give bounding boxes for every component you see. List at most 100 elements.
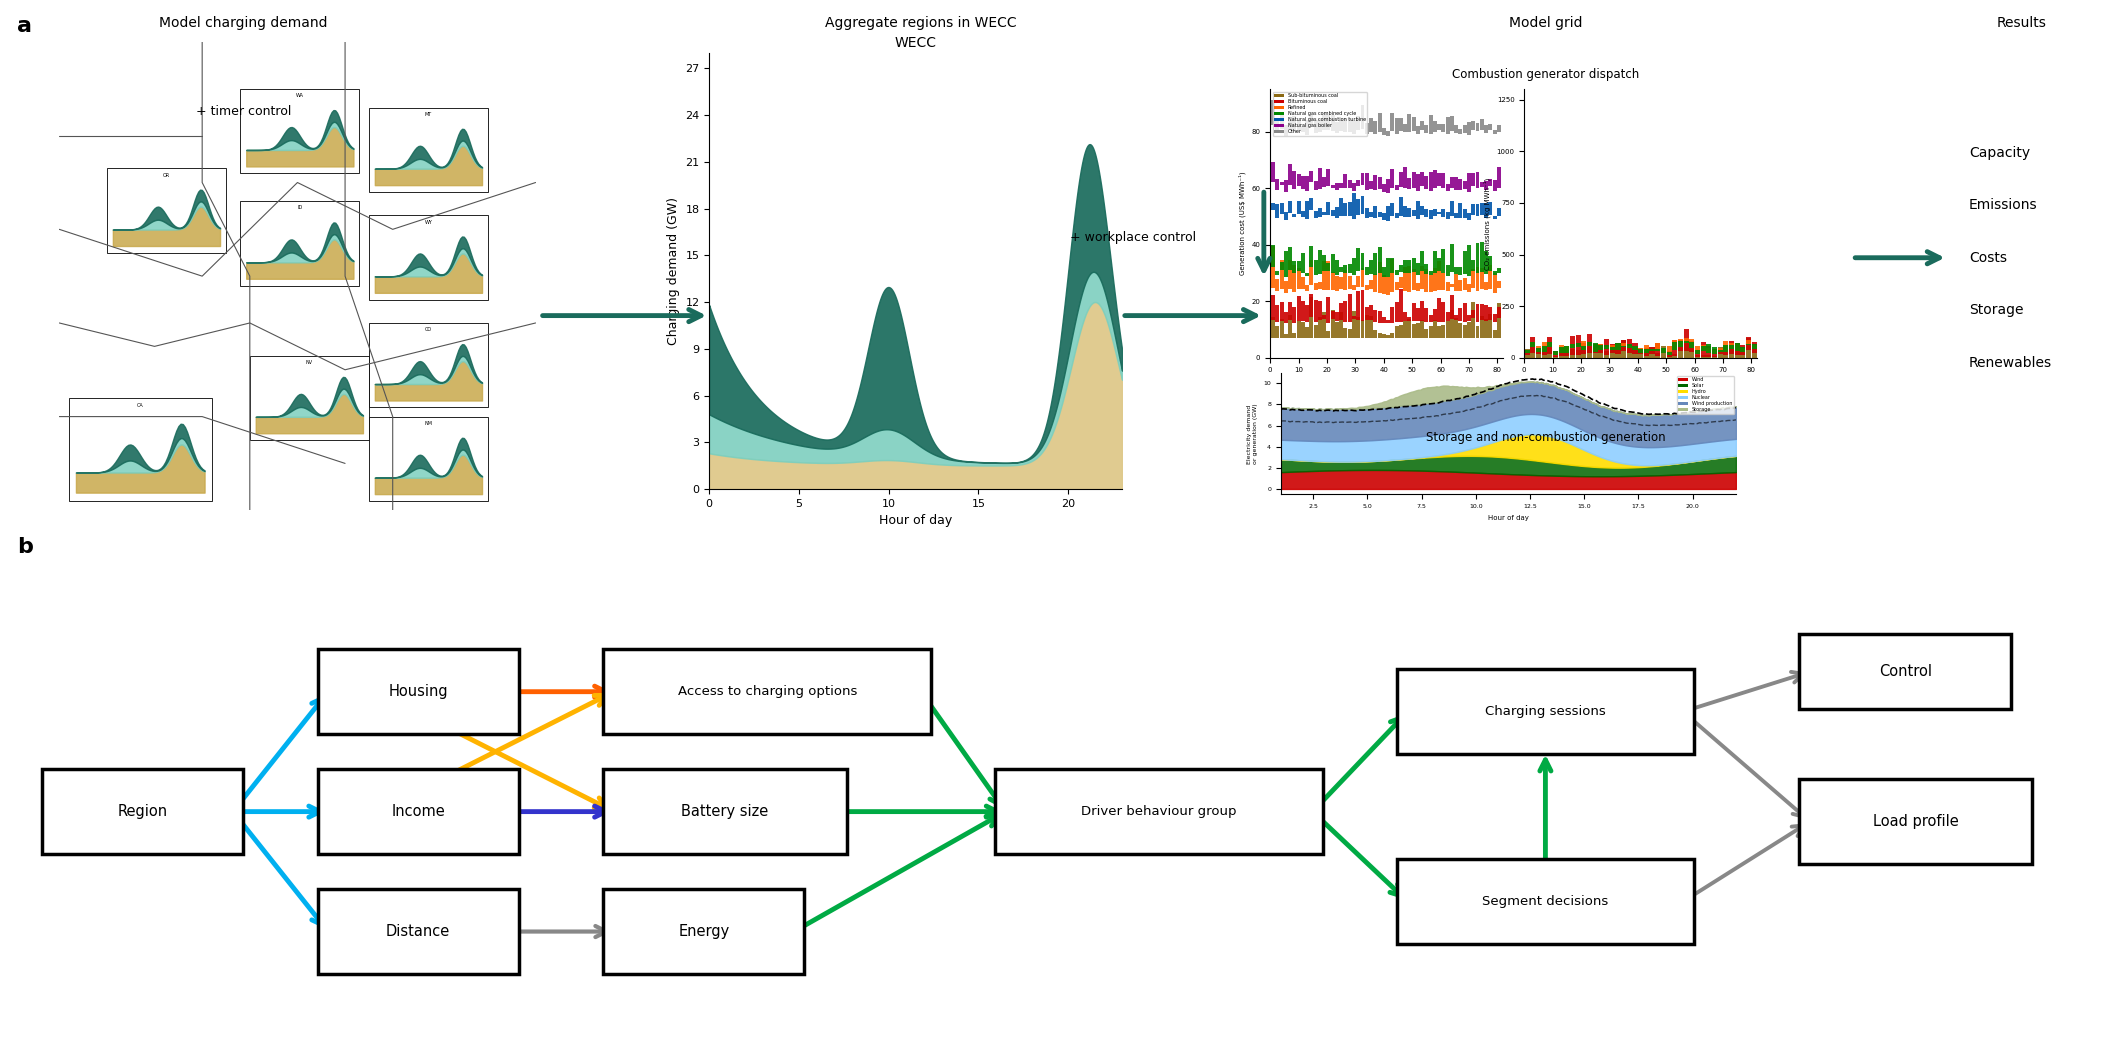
Bar — [1696, 350, 1700, 355]
Bar — [1349, 276, 1353, 289]
Bar — [1332, 210, 1334, 216]
Bar — [1639, 348, 1643, 353]
Bar — [1666, 351, 1672, 357]
FancyBboxPatch shape — [42, 769, 243, 854]
Bar — [1471, 302, 1476, 338]
Bar — [1442, 325, 1446, 338]
Bar — [1304, 201, 1308, 220]
X-axis label: Hour of day: Hour of day — [1488, 514, 1528, 521]
Bar — [1315, 120, 1317, 134]
Bar — [1706, 346, 1711, 357]
Bar — [1717, 348, 1723, 352]
Bar — [1476, 267, 1480, 290]
Bar — [1425, 264, 1429, 274]
X-axis label: Generation capacity (GW): Generation capacity (GW) — [1342, 379, 1431, 385]
Text: Control: Control — [1878, 664, 1933, 680]
Bar — [1643, 348, 1649, 352]
Bar — [1378, 310, 1382, 323]
Bar — [1304, 274, 1308, 276]
Text: Charging sessions: Charging sessions — [1484, 705, 1607, 719]
Bar — [1700, 345, 1706, 351]
Bar — [1717, 349, 1723, 352]
Bar — [1399, 277, 1404, 288]
Bar — [1605, 339, 1609, 355]
Bar — [1488, 202, 1492, 215]
Bar — [1425, 208, 1429, 218]
Bar — [1655, 343, 1660, 351]
Bar — [1404, 261, 1408, 274]
Bar — [1433, 309, 1437, 321]
Text: + timer control: + timer control — [195, 105, 292, 118]
Bar — [1662, 351, 1666, 353]
Bar — [1751, 345, 1757, 358]
Bar — [1344, 175, 1346, 188]
Text: MT: MT — [426, 112, 432, 117]
Text: NM: NM — [423, 421, 432, 426]
Bar — [1488, 256, 1492, 271]
Bar — [1442, 302, 1446, 322]
Bar — [1391, 333, 1395, 338]
Bar — [1700, 346, 1706, 351]
Text: ID: ID — [296, 205, 303, 210]
Bar — [1467, 213, 1471, 220]
Bar — [1497, 281, 1501, 288]
Bar — [1467, 122, 1471, 135]
Bar — [1340, 182, 1342, 187]
Bar — [1399, 325, 1404, 338]
Bar — [1425, 124, 1429, 133]
Bar — [1336, 276, 1338, 291]
Bar — [1689, 342, 1694, 358]
Bar — [1395, 302, 1399, 322]
Bar — [1605, 350, 1609, 358]
Bar — [1450, 201, 1454, 216]
Bar — [1666, 356, 1672, 358]
Bar — [1740, 351, 1744, 358]
Bar — [1408, 317, 1412, 321]
Bar — [1425, 308, 1429, 322]
Bar — [1639, 349, 1643, 353]
Bar — [1683, 329, 1689, 351]
Bar — [1554, 356, 1558, 358]
Bar — [1730, 341, 1734, 353]
Bar — [1429, 326, 1433, 338]
Bar — [1310, 171, 1313, 182]
Bar — [1454, 178, 1459, 189]
Bar — [1340, 198, 1342, 216]
Bar — [1723, 346, 1727, 355]
Bar — [1713, 350, 1717, 353]
Bar — [1740, 345, 1744, 356]
Bar — [1454, 315, 1459, 321]
Text: Capacity: Capacity — [1969, 145, 2030, 160]
Bar — [1340, 120, 1342, 132]
Bar — [1391, 307, 1395, 323]
Bar — [1713, 349, 1717, 357]
Bar — [1274, 179, 1279, 190]
Bar — [1747, 338, 1751, 350]
Bar — [1492, 315, 1497, 323]
Bar — [1679, 339, 1683, 347]
Bar — [1433, 170, 1437, 188]
Bar — [1446, 117, 1450, 135]
Bar — [1463, 303, 1467, 322]
Bar — [1632, 348, 1639, 358]
Bar — [1399, 265, 1404, 272]
Bar — [1689, 342, 1694, 348]
Bar — [1310, 298, 1313, 338]
Bar — [1683, 341, 1689, 343]
Bar — [1327, 202, 1329, 215]
Bar — [1655, 353, 1660, 358]
Bar — [1649, 347, 1655, 358]
Text: Housing: Housing — [387, 684, 449, 700]
Bar — [1404, 167, 1408, 188]
Bar — [1454, 214, 1459, 218]
Bar — [1304, 120, 1308, 135]
Bar — [1310, 198, 1313, 210]
Bar — [1615, 348, 1620, 358]
Bar — [1700, 356, 1706, 358]
Bar — [1340, 267, 1342, 272]
Bar — [1374, 254, 1378, 275]
Bar — [1323, 255, 1325, 271]
Text: Emissions: Emissions — [1969, 198, 2037, 213]
Bar — [1296, 201, 1300, 215]
Bar — [1626, 340, 1632, 352]
